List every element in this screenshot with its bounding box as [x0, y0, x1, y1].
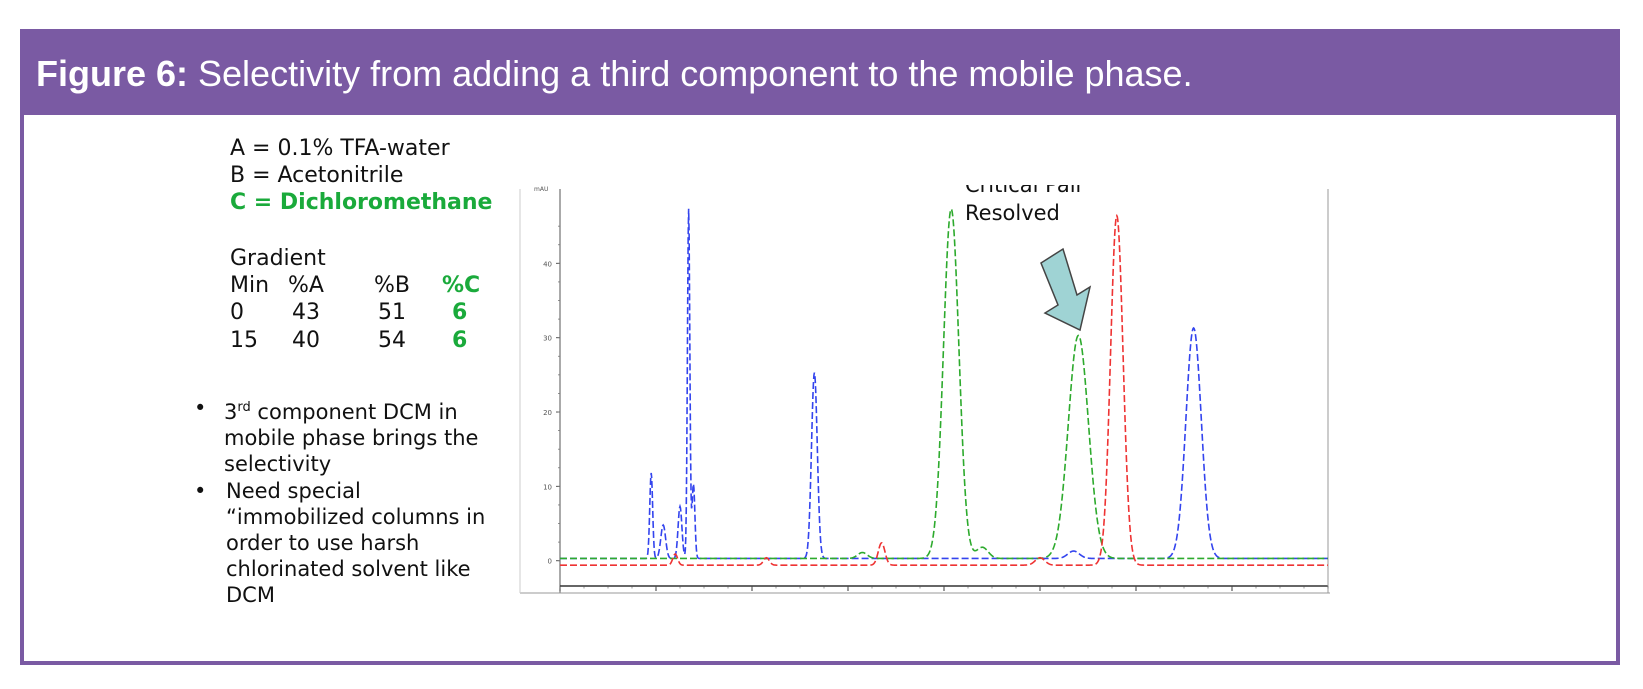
y-axis-label: mAU [534, 186, 548, 193]
bullet-1: 3rd component DCM in mobile phase brings… [224, 395, 504, 477]
x-tick-label: 10 [1036, 594, 1045, 595]
bullet-dot-1: • [194, 396, 207, 420]
gradient-header-b: %B [374, 273, 410, 298]
figure-caption: Selectivity from adding a third componen… [188, 53, 1193, 94]
chart-axes: 0 10 20 30 40 mAU 0 2 4 6 8 10 12 14 [519, 186, 1330, 595]
gradient-row-0-c: 6 [452, 300, 468, 325]
chart-series [560, 207, 1328, 566]
x-tick-label: 6 [846, 594, 851, 595]
bullet-2: Need special “immobilized columns in ord… [226, 479, 486, 607]
y-tick-label: 30 [543, 335, 552, 343]
annotation-line-1: Critical Pair [965, 185, 1085, 197]
chromatogram-chart: 0 10 20 30 40 mAU 0 2 4 6 8 10 12 14 Critical Pair Re… [519, 185, 1330, 595]
x-tick-label: 14 [1228, 594, 1237, 595]
annotation-line-2: Resolved [965, 201, 1060, 225]
bullet-1-superscript: rd [237, 400, 251, 415]
series-line-2 [560, 213, 1328, 566]
gradient-row-0-b: 51 [378, 300, 406, 325]
series-line-1 [560, 207, 1328, 560]
x-tick-label: 2 [654, 594, 658, 595]
x-tick-label: 4 [750, 594, 755, 595]
series-line-0 [560, 208, 1328, 560]
gradient-row-1-b: 54 [378, 328, 406, 353]
gradient-row-0-a: 43 [292, 300, 320, 325]
arrow-shape [1040, 247, 1092, 332]
gradient-row-1-min: 15 [230, 328, 258, 353]
critical-pair-arrow [1040, 247, 1092, 332]
figure-label: Figure 6: [36, 53, 189, 94]
y-tick-label: 20 [543, 409, 552, 417]
bullet-1-text: component DCM in mobile phase brings the… [224, 400, 479, 476]
condition-a: A = 0.1% TFA-water [230, 136, 450, 161]
gradient-header-a: %A [288, 273, 324, 298]
bullet-dot-2: • [194, 479, 207, 503]
gradient-title: Gradient [230, 246, 326, 271]
condition-b: B = Acetonitrile [230, 163, 404, 188]
gradient-row-1-c: 6 [452, 328, 468, 353]
x-tick-label: 12 [1132, 594, 1141, 595]
x-tick-label: 0 [558, 594, 562, 595]
y-tick-label: 10 [543, 483, 552, 491]
condition-c: C = Dichloromethane [230, 190, 493, 215]
bullet-1-ordinal: 3 [224, 400, 238, 424]
y-tick-label: 40 [543, 260, 552, 268]
x-tick-label: 8 [942, 594, 946, 595]
gradient-row-0-min: 0 [230, 300, 244, 325]
y-tick-label: 0 [548, 558, 552, 566]
figure-banner: Figure 6: Selectivity from adding a thir… [24, 33, 1616, 115]
gradient-header-c: %C [442, 273, 481, 298]
gradient-header-min: Min [230, 273, 270, 298]
gradient-row-1-a: 40 [292, 328, 320, 353]
